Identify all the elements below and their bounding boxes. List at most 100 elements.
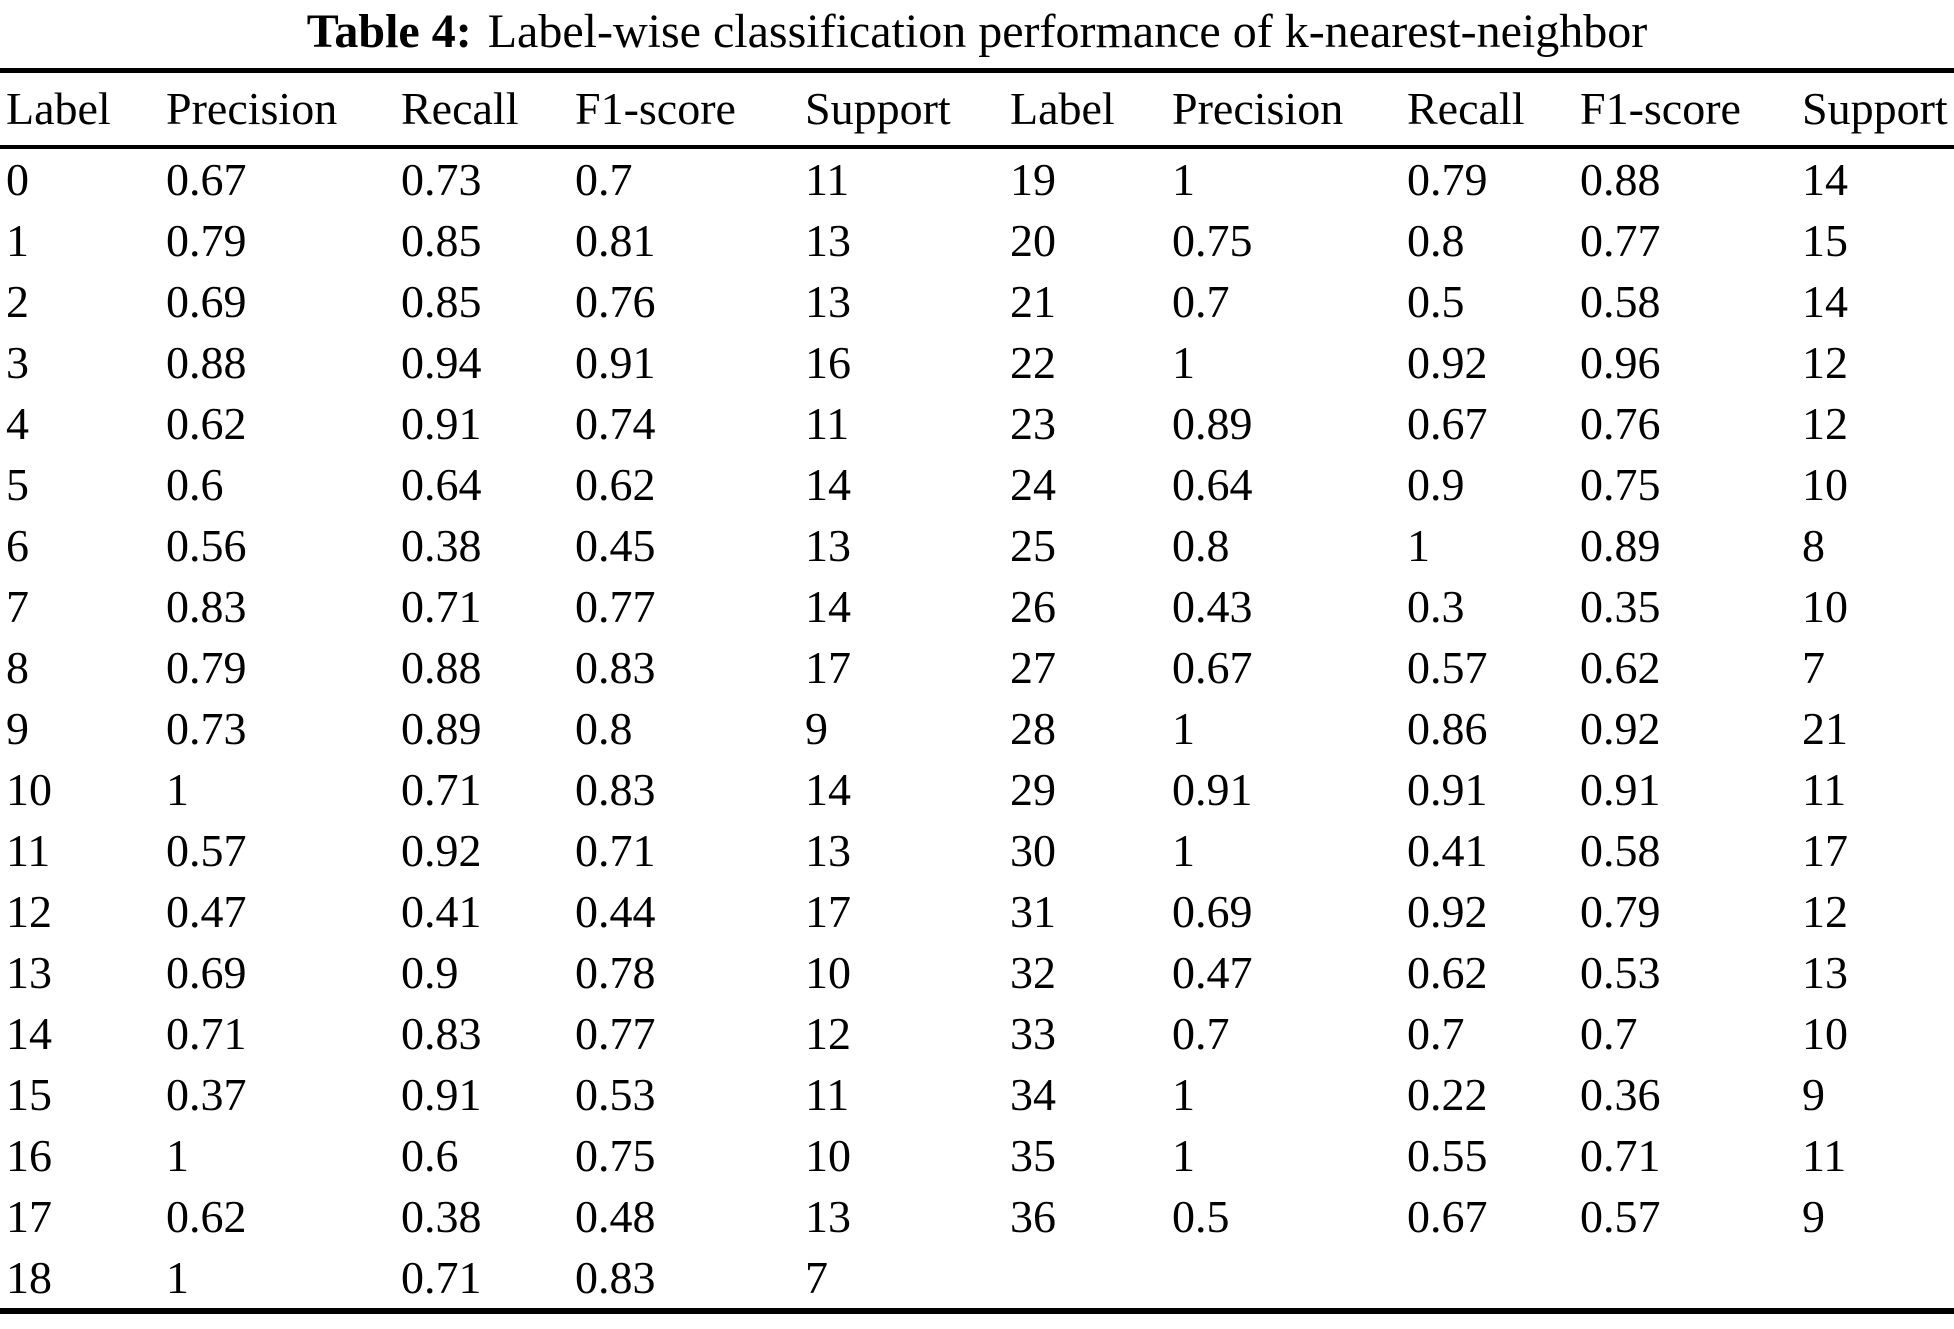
table-cell-precision-left: 1 [166,1130,189,1181]
table-cell-recall-right: 0.5 [1407,276,1465,327]
table-cell-label-right: 20 [1010,215,1056,266]
table-cell-label-right [1010,1247,1172,1308]
table-cell-precision-left: 0.83 [166,581,247,632]
table-cell-recall-right: 0.55 [1407,1130,1488,1181]
table-cell-precision-right [1172,1247,1407,1308]
table-cell-recall-left: 0.71 [401,581,482,632]
table-row: 9 0.73 0.89 0.8 9 28 1 0.86 0.92 21 [0,698,1954,759]
table-cell-recall-right: 0.79 [1407,154,1488,205]
table-cell-precision-right: 0.47 [1172,947,1253,998]
table-cell-label-left: 2 [6,276,29,327]
table-cell-precision-right: 1 [1172,703,1195,754]
table-cell-precision-right: 0.7 [1172,276,1230,327]
table-cell-support-left: 11 [805,1069,850,1120]
table-cell-label-right: 26 [1010,581,1056,632]
table-cell-f1-left: 0.83 [575,764,656,815]
table-cell-precision-left: 0.71 [166,1008,247,1059]
table-cell-f1-left: 0.78 [575,947,656,998]
table-cell-recall-left: 0.71 [401,1252,482,1303]
table-cell-recall-left: 0.6 [401,1130,459,1181]
table-cell-label-left: 7 [6,581,29,632]
table-cell-label-left: 18 [6,1252,52,1303]
table-cell-f1-left: 0.71 [575,825,656,876]
table-cell-support-right: 11 [1802,1130,1847,1181]
table-row: 18 1 0.71 0.83 7 [0,1247,1954,1308]
table-cell-label-left: 8 [6,642,29,693]
table-header-row: Label Precision Recall F1-score Support … [0,73,1954,149]
table-cell-f1-right: 0.77 [1580,215,1661,266]
table-caption: Table 4: Label-wise classification perfor… [0,0,1954,68]
table-cell-precision-right: 1 [1172,1130,1195,1181]
table-row: 7 0.83 0.71 0.77 14 26 0.43 0.3 0.35 10 [0,576,1954,637]
table-row: 10 1 0.71 0.83 14 29 0.91 0.91 0.91 11 [0,759,1954,820]
table-cell-f1-right: 0.62 [1580,642,1661,693]
table-cell-f1-left: 0.83 [575,642,656,693]
table-row: 1 0.79 0.85 0.81 13 20 0.75 0.8 0.77 15 [0,210,1954,271]
table-cell-precision-left: 1 [166,764,189,815]
table-cell-label-right: 27 [1010,642,1056,693]
table-cell-recall-right: 0.22 [1407,1069,1488,1120]
column-header-precision-left: Precision [166,83,338,134]
table-cell-precision-left: 0.73 [166,703,247,754]
table-cell-label-left: 13 [6,947,52,998]
table-cell-recall-right: 0.41 [1407,825,1488,876]
table-cell-recall-left: 0.41 [401,886,482,937]
table-cell-support-right [1802,1247,1950,1308]
table-row: 3 0.88 0.94 0.91 16 22 1 0.92 0.96 12 [0,332,1954,393]
table-cell-support-left: 9 [805,703,828,754]
table-cell-recall-right: 0.57 [1407,642,1488,693]
table-row: 8 0.79 0.88 0.83 17 27 0.67 0.57 0.62 7 [0,637,1954,698]
table-cell-f1-right: 0.96 [1580,337,1661,388]
table-row: 12 0.47 0.41 0.44 17 31 0.69 0.92 0.79 1… [0,881,1954,942]
table-cell-support-left: 11 [805,154,850,205]
table-cell-f1-left: 0.75 [575,1130,656,1181]
column-header-precision-right: Precision [1172,83,1344,134]
table-cell-support-right: 21 [1802,703,1848,754]
table-row: 5 0.6 0.64 0.62 14 24 0.64 0.9 0.75 10 [0,454,1954,515]
table-cell-recall-right: 0.8 [1407,215,1465,266]
table-cell-recall-left: 0.71 [401,764,482,815]
table-cell-recall-left: 0.91 [401,398,482,449]
table-cell-support-left: 10 [805,947,851,998]
table-cell-recall-left: 0.64 [401,459,482,510]
table-cell-f1-right: 0.91 [1580,764,1661,815]
table-cell-f1-left: 0.7 [575,154,633,205]
table-cell-recall-left: 0.38 [401,1191,482,1242]
table-cell-support-left: 12 [805,1008,851,1059]
table-row: 14 0.71 0.83 0.77 12 33 0.7 0.7 0.7 10 [0,1003,1954,1064]
table-cell-label-right: 21 [1010,276,1056,327]
table-cell-support-left: 10 [805,1130,851,1181]
table-cell-recall-left: 0.92 [401,825,482,876]
table-cell-recall-right [1407,1247,1580,1308]
table-cell-label-left: 17 [6,1191,52,1242]
table-cell-recall-left: 0.89 [401,703,482,754]
table-cell-support-left: 17 [805,886,851,937]
column-header-support-right: Support [1802,83,1948,134]
table-cell-recall-left: 0.38 [401,520,482,571]
table-body: 0 0.67 0.73 0.7 11 19 1 0.79 0.88 14 1 0… [0,149,1954,1308]
table-cell-recall-left: 0.73 [401,154,482,205]
table-cell-label-left: 10 [6,764,52,815]
table-cell-f1-right: 0.92 [1580,703,1661,754]
table-cell-f1-left: 0.8 [575,703,633,754]
table-cell-precision-right: 1 [1172,337,1195,388]
table-cell-support-right: 10 [1802,459,1848,510]
table-cell-precision-left: 0.56 [166,520,247,571]
table-cell-support-left: 14 [805,459,851,510]
table-cell-label-left: 14 [6,1008,52,1059]
table-cell-label-right: 29 [1010,764,1056,815]
table-cell-support-left: 7 [805,1252,828,1303]
table-cell-f1-left: 0.77 [575,581,656,632]
table-cell-support-right: 12 [1802,337,1848,388]
column-header-f1-left: F1-score [575,83,736,134]
table-cell-label-right: 24 [1010,459,1056,510]
column-header-label-left: Label [6,83,111,134]
table-cell-label-right: 31 [1010,886,1056,937]
table-cell-recall-right: 0.91 [1407,764,1488,815]
table-cell-precision-right: 1 [1172,154,1195,205]
table-cell-f1-right: 0.7 [1580,1008,1638,1059]
table-cell-support-left: 13 [805,1191,851,1242]
table-cell-label-right: 22 [1010,337,1056,388]
table-cell-support-right: 10 [1802,581,1848,632]
table-row: 6 0.56 0.38 0.45 13 25 0.8 1 0.89 8 [0,515,1954,576]
